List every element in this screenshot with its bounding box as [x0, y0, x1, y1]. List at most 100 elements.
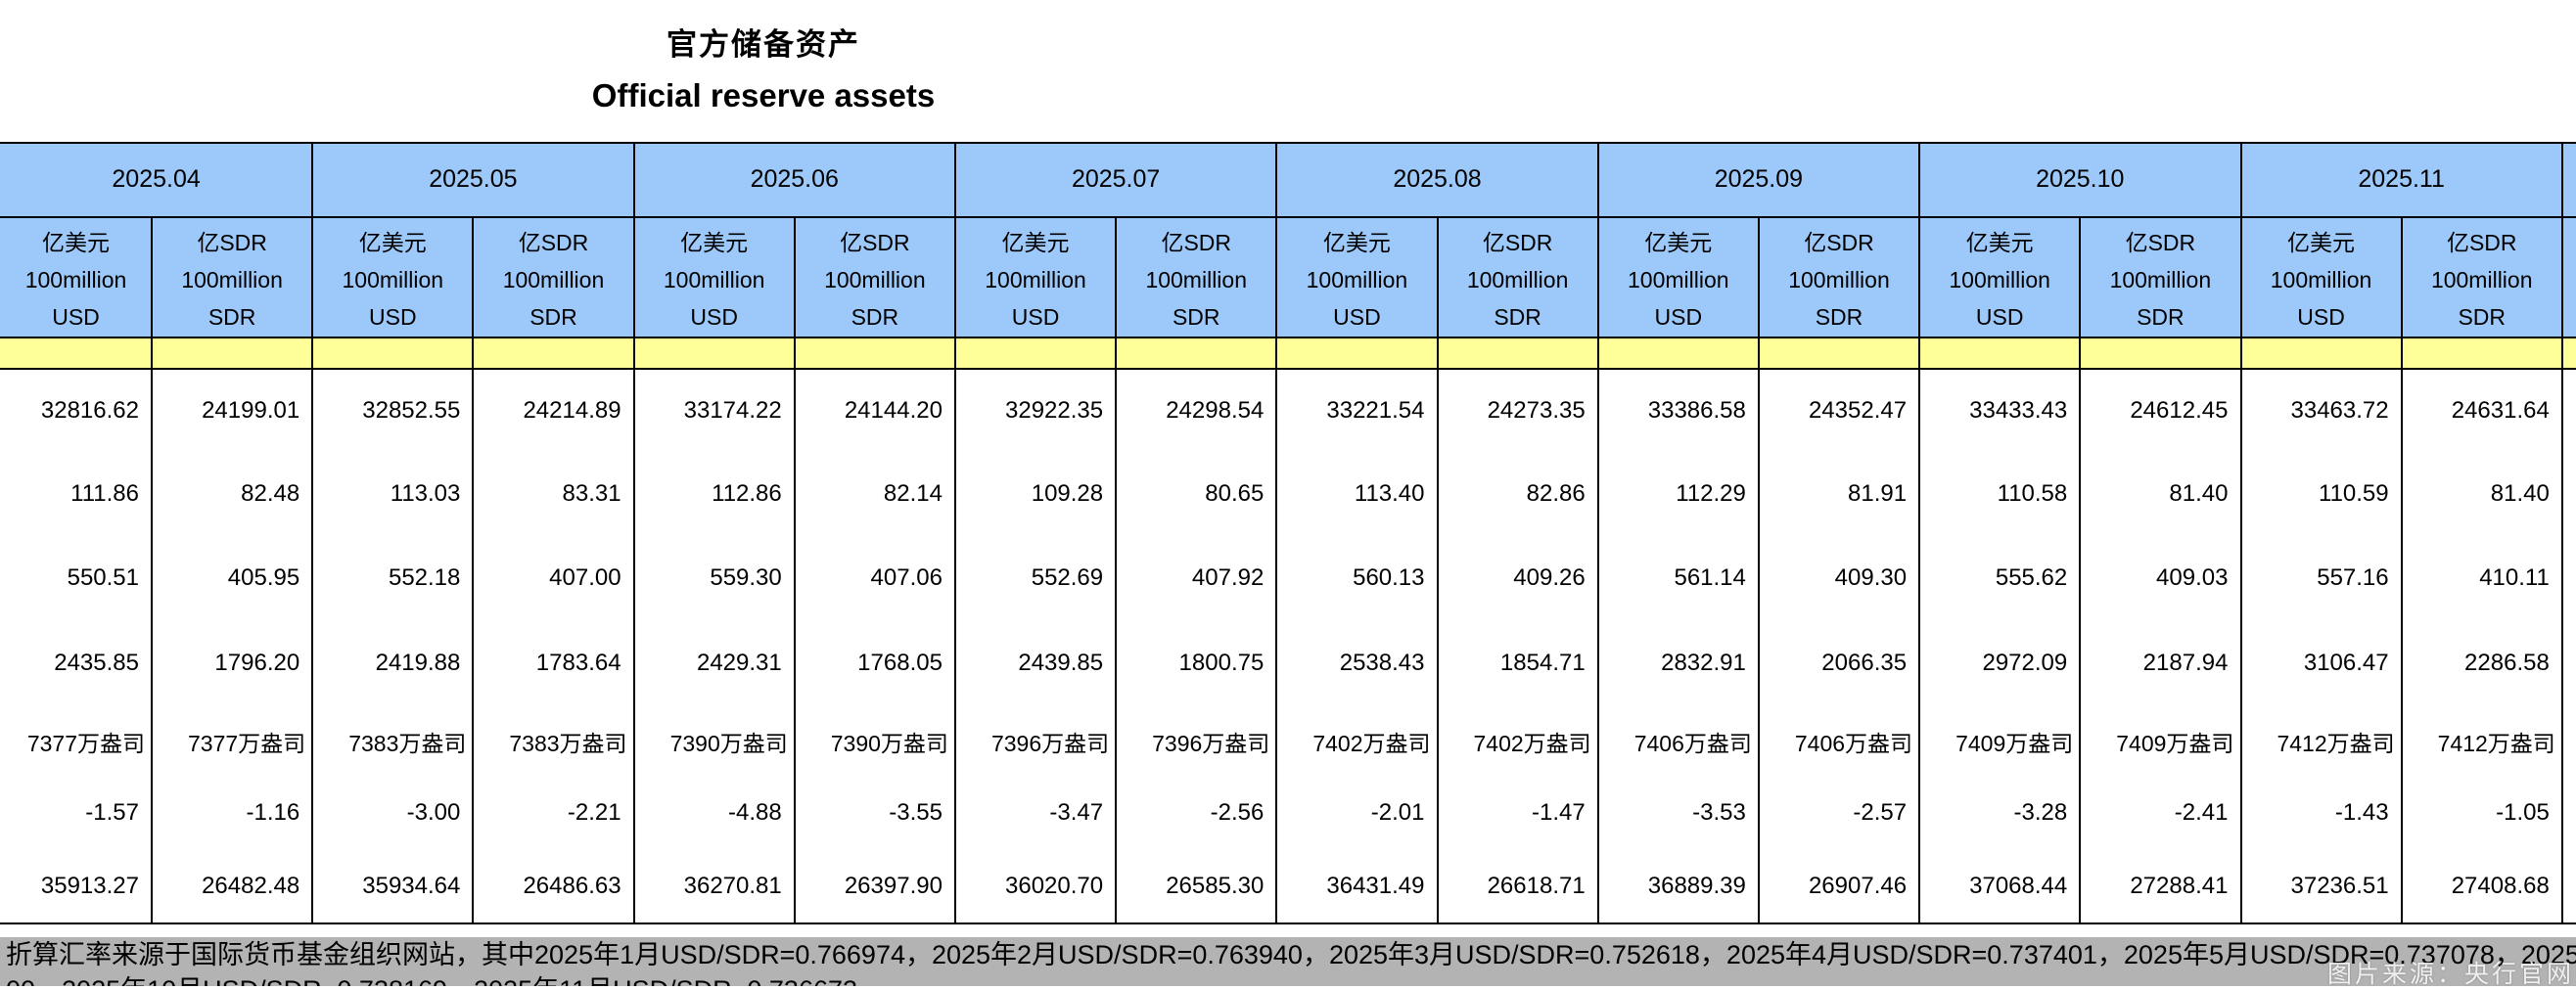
data-cell: 2419.88	[312, 620, 474, 705]
table-grid-line	[2400, 217, 2403, 924]
data-cell: 560.13	[1276, 535, 1438, 620]
data-cell: 24298.54	[1116, 370, 1277, 452]
unit-header-cell: 亿美元 100million USD	[0, 217, 152, 338]
unit-header-cell: 亿美元 100million USD	[1276, 217, 1438, 338]
data-cell: 7412万盎司	[2240, 705, 2402, 777]
unit-header-cell: 亿SDR 100million SDR	[1116, 217, 1277, 338]
watermark: 图片来源：央行官网	[2326, 961, 2574, 988]
spacer-cell	[2561, 777, 2576, 848]
table-grid-line	[2239, 142, 2242, 924]
empty-cell	[0, 338, 152, 370]
month-header-cell: 2025.09	[1597, 142, 1920, 217]
empty-cell	[1758, 338, 1920, 370]
reserve-table: 2025.04 2025.05 2025.06 2025.07 2025.08 2025.…	[0, 142, 2576, 924]
data-cell: 2066.35	[1758, 620, 1920, 705]
data-cell: 24352.47	[1758, 370, 1920, 452]
data-cell: 81.40	[2401, 452, 2562, 535]
footnote-bar: 折算汇率来源于国际货币基金组织网站，其中2025年1月USD/SDR=0.766…	[0, 937, 2576, 986]
data-cell: 33433.43	[1919, 370, 2081, 452]
unit-header-line: SDR	[1815, 303, 1863, 330]
table-grid-line	[1275, 142, 1278, 924]
empty-cell	[794, 338, 955, 370]
data-cell: 24631.64	[2401, 370, 2562, 452]
unit-header-line: USD	[1333, 303, 1381, 330]
data-cell: 37236.51	[2240, 848, 2402, 924]
unit-header-cell: 亿SDR 100million SDR	[2401, 217, 2562, 338]
unit-header-line: USD	[1654, 303, 1703, 330]
unit-header-line: SDR	[851, 303, 899, 330]
table-grid-line	[1758, 217, 1760, 924]
data-cell: 80.65	[1116, 452, 1277, 535]
data-cell: 557.16	[2240, 535, 2402, 620]
data-cell: 35913.27	[0, 848, 152, 924]
data-cell: 409.30	[1758, 535, 1920, 620]
unit-header-line: 亿SDR	[518, 229, 589, 255]
data-cell: 561.14	[1597, 535, 1759, 620]
data-cell: 405.95	[152, 535, 313, 620]
spacer-cell	[2561, 452, 2576, 535]
table-grid-line	[151, 217, 153, 924]
data-cell: -1.05	[2401, 777, 2562, 848]
data-cell: 33221.54	[1276, 370, 1438, 452]
data-cell: 7396万盎司	[1116, 705, 1277, 777]
unit-header-line: USD	[1975, 303, 2024, 330]
data-cell: 27408.68	[2401, 848, 2562, 924]
empty-cell	[2240, 338, 2402, 370]
table-grid-line	[0, 337, 2576, 338]
table-grid-line	[2079, 217, 2082, 924]
unit-header-cell: 亿美元 100million USD	[312, 217, 474, 338]
table-grid-line	[2561, 142, 2563, 924]
data-cell: 26482.48	[152, 848, 313, 924]
spacer-cell	[2561, 848, 2576, 924]
empty-cell	[1919, 338, 2081, 370]
title-english: Official reserve assets	[591, 77, 936, 113]
data-cell: -3.47	[954, 777, 1117, 848]
empty-cell	[2401, 338, 2562, 370]
unit-header-line: 亿美元	[358, 229, 427, 255]
data-cell: 1800.75	[1116, 620, 1277, 705]
data-cell: 2832.91	[1597, 620, 1759, 705]
data-cell: 409.26	[1437, 535, 1598, 620]
data-cell: 26907.46	[1758, 848, 1920, 924]
data-cell: -2.56	[1116, 777, 1277, 848]
data-cell: 26618.71	[1437, 848, 1598, 924]
spacer-cell	[2561, 535, 2576, 620]
data-cell: 7402万盎司	[1437, 705, 1598, 777]
unit-header-cell: 亿美元 100million USD	[954, 217, 1117, 338]
data-cell: 559.30	[633, 535, 795, 620]
data-cell: 109.28	[954, 452, 1117, 535]
unit-header-line: 100million	[24, 266, 127, 292]
unit-header-line: 亿美元	[1001, 229, 1070, 255]
data-cell: 24144.20	[794, 370, 955, 452]
table-grid-line	[793, 217, 796, 924]
unit-header-line: 100million	[663, 266, 765, 292]
table-grid-line	[0, 368, 2576, 370]
data-cell: 83.31	[473, 452, 634, 535]
month-header-cell: 2025.05	[312, 142, 634, 217]
data-cell: 550.51	[0, 535, 152, 620]
unit-header-line: 亿美元	[680, 229, 749, 255]
unit-header-cell: 亿SDR 100million SDR	[473, 217, 634, 338]
data-cell: -2.01	[1276, 777, 1438, 848]
unit-header-line: 100million	[1466, 266, 1569, 292]
unit-header-line: 100million	[1145, 266, 1247, 292]
unit-header-cell: 亿美元 100million USD	[1919, 217, 2081, 338]
data-cell: 7390万盎司	[794, 705, 955, 777]
unit-header-line: USD	[52, 303, 100, 330]
unit-header-line: 亿SDR	[2446, 229, 2517, 255]
empty-cell	[1597, 338, 1759, 370]
data-cell: 35934.64	[312, 848, 474, 924]
data-cell: 7383万盎司	[473, 705, 634, 777]
spacer-cell	[2561, 705, 2576, 777]
data-cell: 7377万盎司	[152, 705, 313, 777]
spacer-cell	[2561, 370, 2576, 452]
unit-header-line: 100million	[2109, 266, 2212, 292]
unit-header-cell: 亿SDR 100million SDR	[152, 217, 313, 338]
data-cell: 112.86	[633, 452, 795, 535]
unit-header-cell: 亿SDR 100million SDR	[2080, 217, 2241, 338]
unit-header-line: SDR	[1172, 303, 1220, 330]
data-cell: 7383万盎司	[312, 705, 474, 777]
data-cell: 7409万盎司	[2080, 705, 2241, 777]
data-cell: 410.11	[2401, 535, 2562, 620]
spacer-cell	[2561, 142, 2576, 217]
